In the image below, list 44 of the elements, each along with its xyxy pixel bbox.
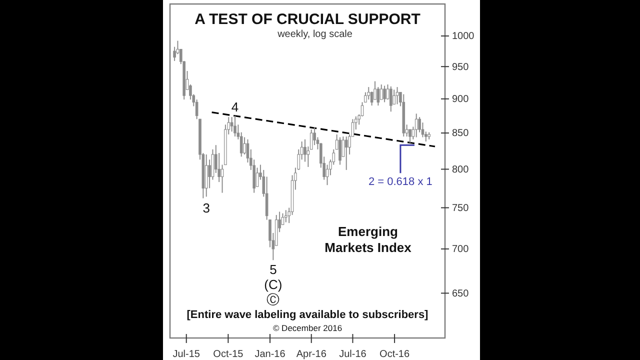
candlestick <box>418 116 421 133</box>
annotation: 5 <box>270 262 277 278</box>
candlestick <box>313 126 316 146</box>
y-tick-label: 1000 <box>452 31 475 42</box>
x-tick-label: Oct-16 <box>380 349 410 360</box>
annotation: © December 2016 <box>272 323 342 333</box>
y-tick-label: 650 <box>452 288 470 300</box>
candlestick <box>338 136 342 166</box>
y-tick-label: 950 <box>452 62 470 73</box>
candlestick <box>344 136 348 170</box>
annotation: Ⓒ <box>266 292 280 308</box>
candlestick <box>243 136 246 155</box>
x-tick-label: Apr-16 <box>296 349 327 360</box>
annotation: Emerging Markets Index <box>324 224 412 255</box>
y-tick-label: 750 <box>452 202 470 214</box>
x-tick-label: Oct-15 <box>213 349 244 360</box>
candlestick <box>390 86 392 112</box>
candlestick <box>396 86 399 105</box>
x-tick-label: Jul-16 <box>339 349 367 360</box>
annotation: (C) <box>264 277 282 292</box>
candlestick <box>284 210 288 223</box>
annotation: [Entire wave labeling available to subscribers] <box>186 309 429 321</box>
candlestick <box>367 86 370 100</box>
text: weekly, log scale <box>276 29 353 40</box>
y-tick-label: 850 <box>452 128 470 140</box>
candlestick <box>234 115 236 138</box>
candlestick <box>370 91 374 106</box>
candlestick <box>256 167 259 188</box>
annotation: 4 <box>231 100 239 115</box>
candlestick <box>380 84 383 100</box>
x-tick-label: Jan-16 <box>254 349 286 360</box>
annotation: 2 = 0.618 x 1 <box>368 176 432 188</box>
y-tick-label: 700 <box>452 244 470 256</box>
y-tick-label: 800 <box>452 164 470 176</box>
candlestick <box>204 154 208 198</box>
candlestick <box>230 116 234 132</box>
candlestick <box>383 85 386 103</box>
candlestick <box>392 89 396 105</box>
y-tick-label: 900 <box>452 94 470 106</box>
candlestick <box>414 113 418 138</box>
annotation: 3 <box>202 200 210 216</box>
x-tick-label: Jul-15 <box>172 349 200 360</box>
candlestick <box>376 86 380 106</box>
text: A TEST OF CRUCIAL SUPPORT <box>194 11 420 28</box>
